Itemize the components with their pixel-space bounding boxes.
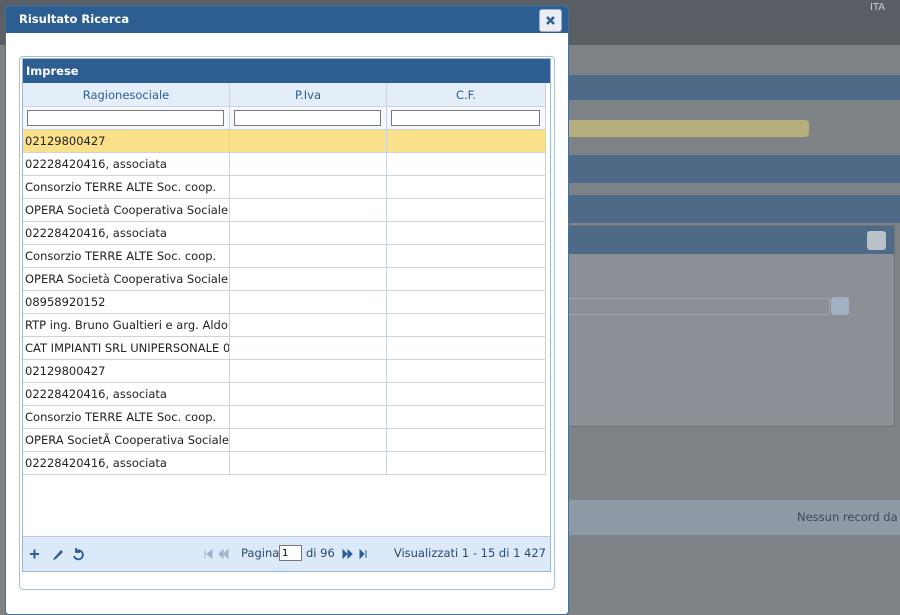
empty-cell[interactable] [230,452,387,475]
row-cell[interactable]: 02228420416, associata [23,153,230,176]
row-cell[interactable]: OPERA Società Cooperativa Sociale ONL [23,199,230,222]
empty-cell[interactable] [230,406,387,429]
empty-cell[interactable] [387,383,546,406]
empty-cell[interactable] [387,429,546,452]
empty-cell[interactable] [387,176,546,199]
row-cell[interactable]: OPERA SocietÃ Cooperativa Sociale ON [23,429,230,452]
row-cell[interactable]: Consorzio TERRE ALTE Soc. coop. [23,245,230,268]
logo: ITA [870,2,886,13]
empty-cell[interactable] [230,337,387,360]
row-cell[interactable]: CAT IMPIANTI SRL UNIPERSONALE 0249 [23,337,230,360]
dialog-title: Risultato Ricerca [6,6,568,33]
filter-input[interactable] [27,110,224,126]
bg-close[interactable] [867,231,886,250]
empty-cell[interactable] [387,199,546,222]
filter-input[interactable] [234,110,381,126]
row-cell[interactable]: RTP ing. Bruno Gualtieri e arg. Aldo Laz… [23,314,230,337]
column-header[interactable]: C.F. [387,83,546,107]
bg-search[interactable] [831,297,849,315]
empty-cell[interactable] [230,153,387,176]
pager: Pagina 1 di 96 Visualizzati 1 - 15 di 1 … [23,536,550,571]
empty-cell[interactable] [387,337,546,360]
bg-status: Nessun record da vi [797,510,900,524]
empty-cell[interactable] [387,360,546,383]
page-count: di 96 [306,546,335,560]
close-button[interactable] [539,9,562,32]
row-cell[interactable]: 08958920152 [23,291,230,314]
bg-bar [560,75,900,100]
filter-input[interactable] [391,110,540,126]
empty-cell[interactable] [387,130,546,153]
bg-dialog [560,225,895,427]
row-cell[interactable]: Consorzio TERRE ALTE Soc. coop. [23,406,230,429]
empty-cell[interactable] [387,406,546,429]
empty-cell[interactable] [387,245,546,268]
row-cell[interactable]: OPERA Società Cooperativa Sociale ONL [23,268,230,291]
empty-cell[interactable] [230,291,387,314]
row-cell[interactable]: 02129800427 [23,130,230,153]
row-cell[interactable]: 02228420416, associata [23,222,230,245]
empty-cell[interactable] [230,429,387,452]
empty-cell[interactable] [387,452,546,475]
bg-bar [560,195,900,223]
record-summary: Visualizzati 1 - 15 di 1 427 [393,546,546,560]
empty-cell[interactable] [230,314,387,337]
empty-cell[interactable] [230,176,387,199]
empty-cell[interactable] [387,268,546,291]
empty-cell[interactable] [230,245,387,268]
empty-cell[interactable] [230,199,387,222]
bg-message [565,120,809,137]
empty-cell[interactable] [387,153,546,176]
empty-cell[interactable] [387,314,546,337]
page-input[interactable]: 1 [279,545,302,561]
empty-cell[interactable] [230,130,387,153]
bg-pager: Nessun record da vi [560,500,900,535]
toolbar-icons[interactable] [28,546,88,562]
column-header[interactable]: P.Iva [230,83,387,107]
grid-caption: Imprese [23,59,550,83]
row-cell[interactable]: 02228420416, associata [23,452,230,475]
row-cell[interactable]: 02228420416, associata [23,383,230,406]
grid: Imprese Pagina 1 di 96 Visualizzati 1 - … [22,58,551,572]
panel [19,56,555,590]
empty-cell[interactable] [387,222,546,245]
empty-cell[interactable] [230,383,387,406]
empty-cell[interactable] [230,268,387,291]
column-header[interactable]: Ragionesociale [23,83,230,107]
empty-cell[interactable] [387,291,546,314]
empty-cell[interactable] [230,222,387,245]
empty-cell[interactable] [230,360,387,383]
row-cell[interactable]: 02129800427 [23,360,230,383]
page-label: Pagina [241,546,280,560]
bg-bar [560,155,900,183]
row-cell[interactable]: Consorzio TERRE ALTE Soc. coop. [23,176,230,199]
